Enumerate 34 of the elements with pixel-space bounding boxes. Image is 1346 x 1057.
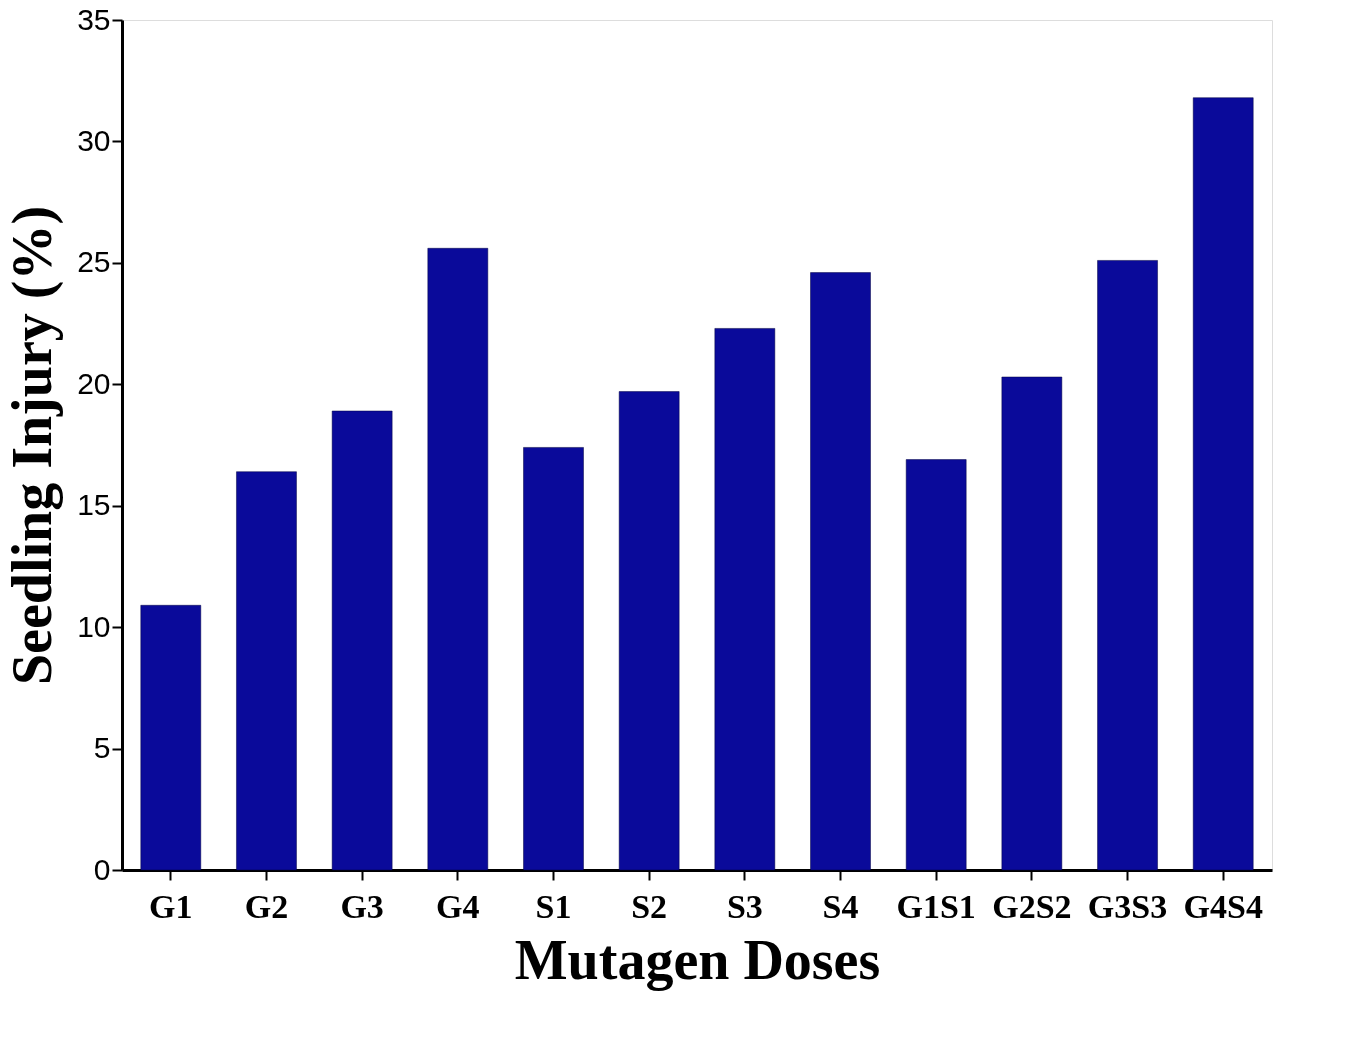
x-tick-label: G4S4	[1183, 887, 1263, 925]
x-tick-label: G2S2	[992, 887, 1072, 925]
bar	[236, 471, 297, 871]
x-tick-label: G4	[436, 887, 480, 925]
y-tick-label: 5	[93, 731, 111, 765]
bar	[905, 459, 967, 871]
x-tick-label: G3S3	[1087, 887, 1168, 925]
x-tick-label: S2	[631, 887, 668, 925]
bar	[1097, 260, 1158, 871]
y-tick-label: 10	[77, 609, 111, 643]
bar	[618, 391, 680, 871]
bar	[140, 605, 202, 871]
y-tick-label: 30	[77, 123, 111, 157]
bar	[714, 328, 776, 871]
x-tick-label: S1	[535, 887, 572, 925]
bar	[427, 248, 489, 871]
x-tick-label: S3	[726, 887, 763, 925]
x-tick-label: G1	[149, 887, 193, 925]
x-tick-label: S4	[822, 887, 859, 925]
y-tick-label: 25	[77, 245, 111, 279]
bar	[1001, 376, 1063, 871]
x-tick-label: G2	[244, 887, 289, 925]
bar	[331, 410, 393, 871]
bar	[1192, 97, 1254, 871]
y-tick-label: 0	[93, 852, 111, 886]
y-tick-label: 20	[77, 366, 111, 400]
x-axis-title: Mutagen Doses	[514, 928, 881, 991]
bar	[523, 447, 584, 871]
y-axis-title: Seedling Injury (%)	[1, 205, 65, 686]
y-tick-label: 15	[77, 488, 111, 522]
x-tick-label: G1S1	[896, 887, 976, 925]
y-tick-label: 35	[77, 2, 111, 36]
x-tick-label: G3	[340, 887, 384, 925]
bar	[810, 272, 871, 871]
